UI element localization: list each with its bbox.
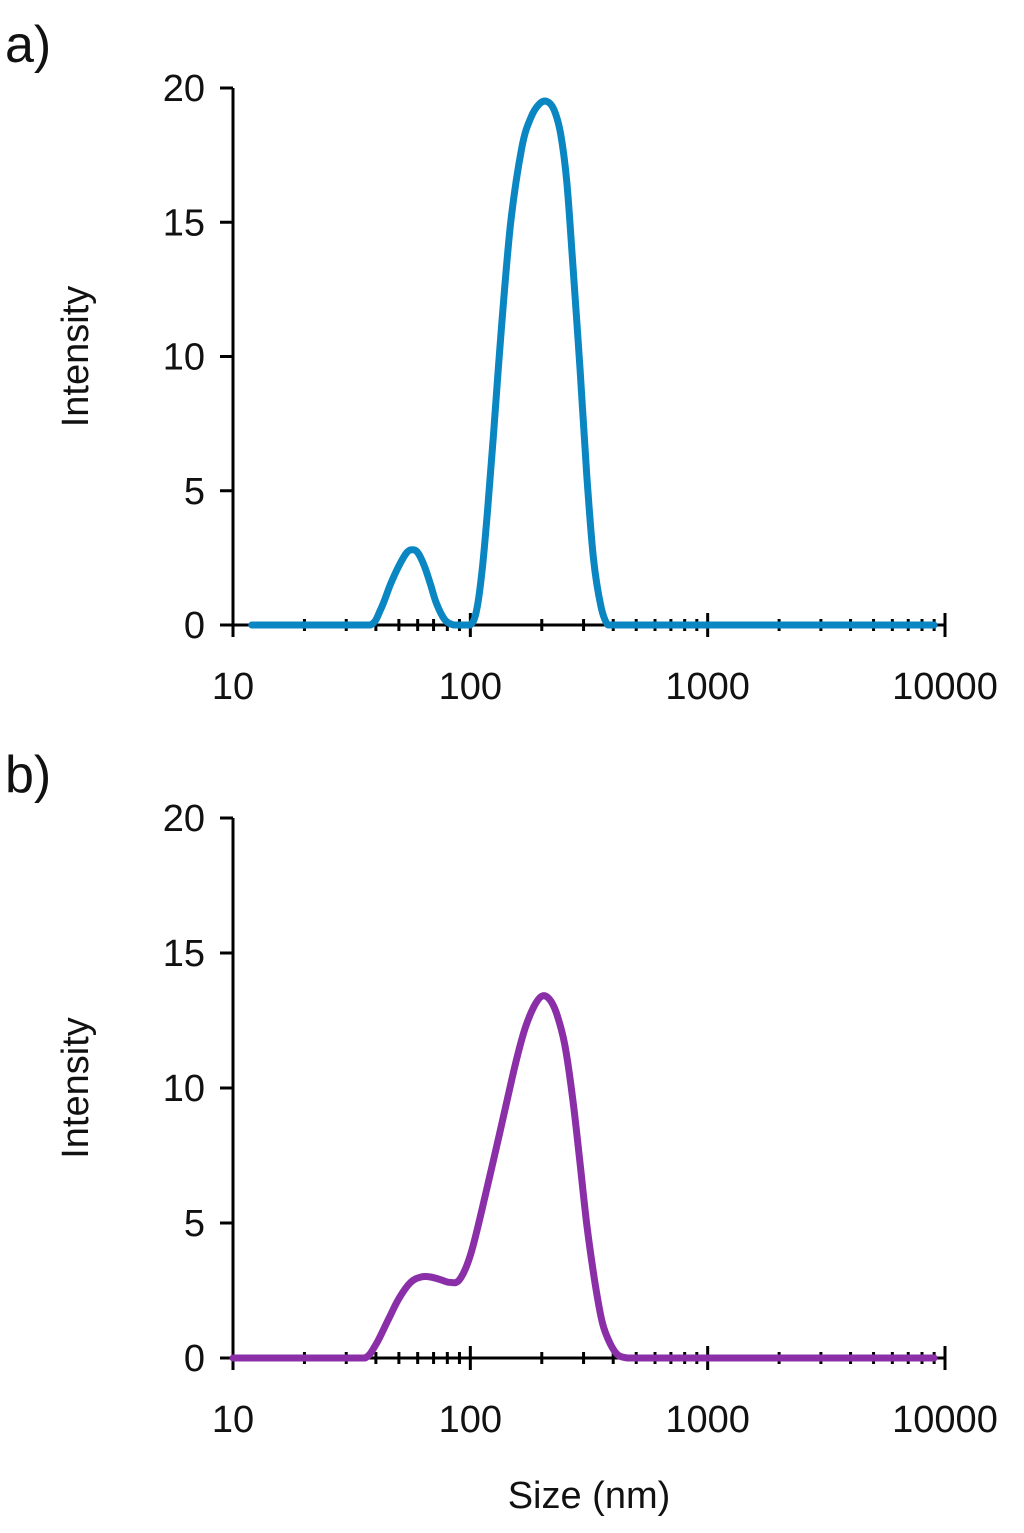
- x-tick-label: 1000: [665, 666, 750, 708]
- series-line: [229, 992, 938, 1362]
- y-tick-label: 0: [184, 1338, 205, 1380]
- y-tick-label: 10: [163, 337, 205, 379]
- x-tick-label: 1000: [665, 1399, 750, 1441]
- x-tick-label: 100: [439, 666, 502, 708]
- x-tick-label: 10000: [892, 1399, 998, 1441]
- x-tick-label: 10: [212, 1399, 254, 1441]
- y-tick-label: 5: [184, 1203, 205, 1245]
- x-axis-label: Size (nm): [508, 1475, 671, 1517]
- panel-b: b) 0 5 10 15 20 10 100 1000 10000 Intensity Size (n…: [5, 746, 998, 1517]
- y-tick-label: 0: [184, 605, 205, 647]
- y-tick-label: 20: [163, 68, 205, 110]
- panel-label: b): [5, 746, 51, 804]
- panel-label: a): [5, 16, 51, 74]
- y-tick-label: 20: [163, 798, 205, 840]
- x-tick-label: 10: [212, 666, 254, 708]
- y-tick-label: 10: [163, 1068, 205, 1110]
- panel-a: a) 0 5 10 15 20 10 100 1000 10000 Intensity: [5, 16, 998, 708]
- y-axis-label: Intensity: [55, 286, 97, 428]
- series-line: [248, 97, 938, 629]
- y-tick-label: 5: [184, 471, 205, 513]
- y-axis-label: Intensity: [55, 1017, 97, 1159]
- x-tick-label: 100: [439, 1399, 502, 1441]
- x-tick-label: 10000: [892, 666, 998, 708]
- y-tick-label: 15: [163, 202, 205, 244]
- y-tick-label: 15: [163, 933, 205, 975]
